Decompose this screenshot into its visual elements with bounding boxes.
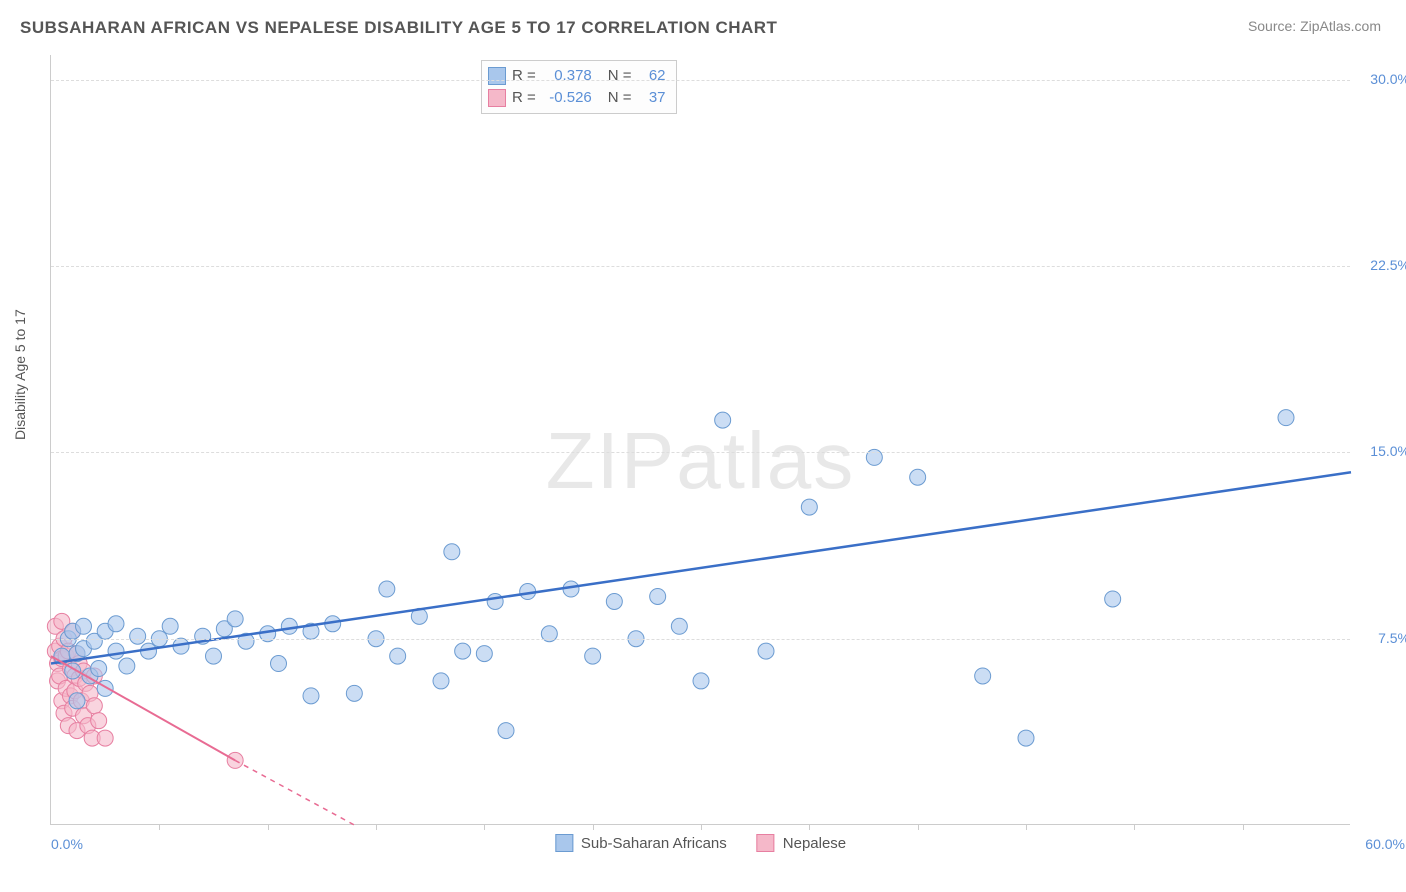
point-a [693, 673, 709, 689]
point-a [303, 688, 319, 704]
x-tick [701, 824, 702, 830]
stat-r-value-b: -0.526 [542, 87, 592, 109]
y-tick-label: 15.0% [1355, 443, 1406, 459]
x-tick [268, 824, 269, 830]
y-tick-label: 30.0% [1355, 71, 1406, 87]
stat-n-label-b: N = [608, 87, 632, 109]
stat-r-value-a: 0.378 [542, 65, 592, 87]
point-a [119, 658, 135, 674]
point-a [1105, 591, 1121, 607]
legend-item-a: Sub-Saharan Africans [555, 834, 727, 852]
point-b [91, 713, 107, 729]
source-name: ZipAtlas.com [1300, 18, 1381, 34]
legend-label-b: Nepalese [783, 835, 846, 852]
point-a [455, 643, 471, 659]
point-a [1018, 730, 1034, 746]
chart-svg [51, 55, 1350, 824]
stat-n-value-b: 37 [638, 87, 666, 109]
x-axis-min-label: 0.0% [51, 836, 83, 852]
point-a [476, 646, 492, 662]
point-a [498, 723, 514, 739]
point-a [606, 593, 622, 609]
point-a [801, 499, 817, 515]
point-a [715, 412, 731, 428]
x-tick [809, 824, 810, 830]
x-tick [918, 824, 919, 830]
gridline [51, 639, 1350, 640]
point-a [975, 668, 991, 684]
stats-box: R = 0.378 N = 62 R = -0.526 N = 37 [481, 60, 677, 114]
point-a [91, 661, 107, 677]
legend-item-b: Nepalese [757, 834, 846, 852]
stats-row-b: R = -0.526 N = 37 [488, 87, 666, 109]
x-tick [1243, 824, 1244, 830]
stat-n-value-a: 62 [638, 65, 666, 87]
point-a [390, 648, 406, 664]
legend-swatch-a [555, 834, 573, 852]
x-tick [484, 824, 485, 830]
x-tick [159, 824, 160, 830]
point-a [108, 616, 124, 632]
stats-row-a: R = 0.378 N = 62 [488, 65, 666, 87]
point-a [271, 656, 287, 672]
x-tick [593, 824, 594, 830]
swatch-a [488, 67, 506, 85]
point-a [671, 618, 687, 634]
point-a [346, 685, 362, 701]
title-bar: SUBSAHARAN AFRICAN VS NEPALESE DISABILIT… [20, 18, 1386, 38]
trendline-a [51, 472, 1351, 663]
point-a [69, 693, 85, 709]
point-a [650, 588, 666, 604]
legend-swatch-b [757, 834, 775, 852]
point-a [130, 628, 146, 644]
point-a [281, 618, 297, 634]
point-a [487, 593, 503, 609]
point-a [162, 618, 178, 634]
stat-r-label-b: R = [512, 87, 536, 109]
point-b [97, 730, 113, 746]
point-a [433, 673, 449, 689]
point-a [910, 469, 926, 485]
point-b [86, 698, 102, 714]
point-a [227, 611, 243, 627]
x-tick [1134, 824, 1135, 830]
point-a [444, 544, 460, 560]
x-tick [376, 824, 377, 830]
point-a [585, 648, 601, 664]
point-a [379, 581, 395, 597]
stat-n-label-a: N = [608, 65, 632, 87]
point-a [76, 618, 92, 634]
chart-title: SUBSAHARAN AFRICAN VS NEPALESE DISABILIT… [20, 18, 777, 37]
point-a [206, 648, 222, 664]
y-tick-label: 22.5% [1355, 257, 1406, 273]
point-a [758, 643, 774, 659]
swatch-b [488, 89, 506, 107]
gridline [51, 266, 1350, 267]
source-prefix: Source: [1248, 18, 1300, 34]
x-tick [1026, 824, 1027, 830]
point-a [108, 643, 124, 659]
y-tick-label: 7.5% [1355, 630, 1406, 646]
y-axis-label: Disability Age 5 to 17 [12, 309, 28, 440]
x-axis-max-label: 60.0% [1365, 836, 1405, 852]
legend: Sub-Saharan Africans Nepalese [555, 834, 846, 852]
trendline-b-extrapolated [235, 760, 354, 825]
source-attribution: Source: ZipAtlas.com [1248, 18, 1381, 34]
point-a [1278, 410, 1294, 426]
gridline [51, 452, 1350, 453]
plot-area: ZIPatlas R = 0.378 N = 62 R = -0.526 N =… [50, 55, 1350, 825]
stat-r-label-a: R = [512, 65, 536, 87]
gridline [51, 80, 1350, 81]
legend-label-a: Sub-Saharan Africans [581, 835, 727, 852]
